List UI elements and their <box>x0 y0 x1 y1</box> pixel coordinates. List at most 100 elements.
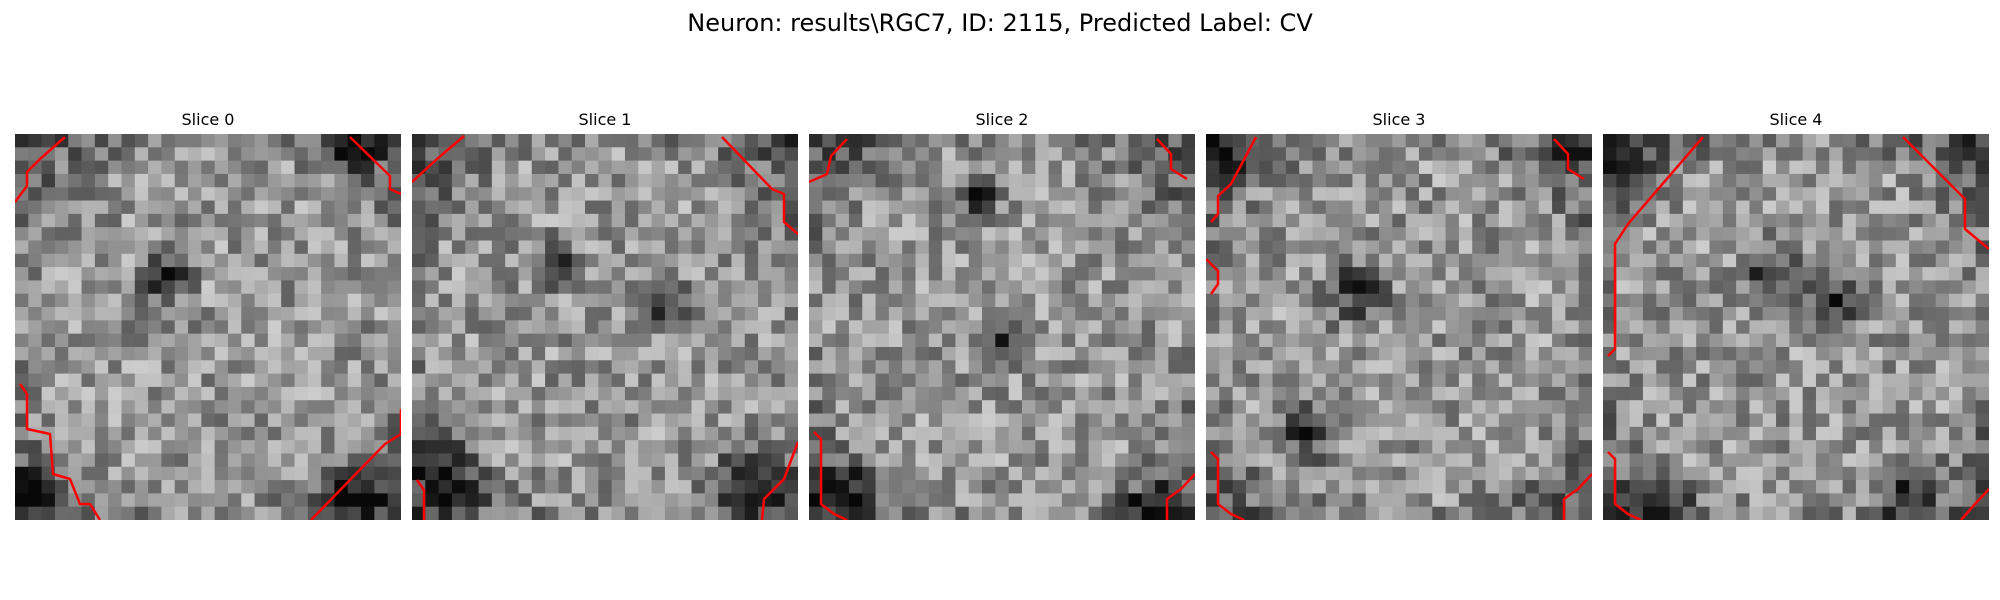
image-pixel <box>902 280 917 295</box>
image-pixel <box>241 227 256 242</box>
image-pixel <box>1285 240 1300 255</box>
image-pixel <box>438 320 453 335</box>
image-pixel <box>1935 147 1950 162</box>
image-pixel <box>995 400 1010 415</box>
image-pixel <box>201 253 216 268</box>
image-pixel <box>995 280 1010 295</box>
image-pixel <box>188 466 202 481</box>
image-pixel <box>1525 480 1540 494</box>
image-pixel <box>718 293 733 308</box>
image-pixel <box>1206 173 1220 188</box>
image-pixel <box>848 506 863 520</box>
image-pixel <box>241 466 256 481</box>
image-pixel <box>1682 360 1697 375</box>
image-pixel <box>1485 200 1500 215</box>
image-pixel <box>835 307 850 321</box>
image-pixel <box>1909 293 1924 308</box>
image-pixel <box>161 187 176 202</box>
image-pixel <box>1155 134 1169 148</box>
image-pixel <box>1285 213 1300 228</box>
image-pixel <box>888 320 903 335</box>
image-pixel <box>1299 426 1314 441</box>
image-pixel <box>995 426 1010 441</box>
image-pixel <box>822 320 837 335</box>
image-pixel <box>704 346 719 361</box>
image-pixel <box>321 134 336 148</box>
image-pixel <box>1485 333 1500 348</box>
image-pixel <box>412 346 426 361</box>
slice-panel: Slice 0 <box>15 108 401 520</box>
image-pixel <box>1445 267 1460 282</box>
image-pixel <box>1219 400 1234 415</box>
image-pixel <box>835 440 850 455</box>
slice-title: Slice 3 <box>1372 110 1426 129</box>
image-pixel <box>1285 253 1300 268</box>
image-pixel <box>1802 506 1817 520</box>
image-pixel <box>1312 147 1327 162</box>
image-pixel <box>982 360 996 375</box>
image-pixel <box>347 426 362 441</box>
image-pixel <box>1815 293 1830 308</box>
image-pixel <box>545 373 560 388</box>
image-pixel <box>942 267 957 282</box>
image-pixel <box>1869 426 1884 441</box>
image-pixel <box>1895 480 1910 494</box>
image-pixel <box>704 440 719 455</box>
image-pixel <box>1829 134 1844 148</box>
image-pixel <box>214 307 229 321</box>
image-pixel <box>174 506 189 520</box>
image-pixel <box>1365 267 1380 282</box>
image-pixel <box>1538 320 1553 335</box>
image-pixel <box>1565 200 1580 215</box>
image-pixel <box>1776 187 1790 202</box>
image-pixel <box>121 333 136 348</box>
image-pixel <box>81 227 96 242</box>
image-pixel <box>915 466 930 481</box>
image-pixel <box>1949 466 1963 481</box>
image-pixel <box>862 267 877 282</box>
image-pixel <box>1498 506 1513 520</box>
image-pixel <box>1578 346 1592 361</box>
image-pixel <box>267 480 282 494</box>
image-pixel <box>558 147 573 162</box>
image-pixel <box>134 386 149 401</box>
image-pixel <box>1749 173 1764 188</box>
image-pixel <box>1525 493 1540 508</box>
image-pixel <box>888 386 903 401</box>
slice-image <box>1206 134 1592 520</box>
image-pixel <box>425 173 440 188</box>
image-pixel <box>651 480 666 494</box>
image-pixel <box>585 187 599 202</box>
image-pixel <box>1219 240 1234 255</box>
image-pixel <box>1749 493 1764 508</box>
image-pixel <box>1115 386 1130 401</box>
image-pixel <box>1696 213 1711 228</box>
image-pixel <box>1855 280 1870 295</box>
image-pixel <box>505 360 520 375</box>
image-pixel <box>942 373 957 388</box>
image-pixel <box>1141 280 1156 295</box>
image-pixel <box>1141 453 1156 468</box>
image-pixel <box>254 134 269 148</box>
image-pixel <box>558 267 573 282</box>
image-pixel <box>1219 173 1234 188</box>
image-pixel <box>744 413 759 428</box>
image-pixel <box>691 493 706 508</box>
image-pixel <box>1829 160 1844 175</box>
image-pixel <box>188 213 202 228</box>
image-pixel <box>731 134 746 148</box>
image-pixel <box>1312 134 1327 148</box>
image-pixel <box>134 413 149 428</box>
image-pixel <box>691 200 706 215</box>
image-pixel <box>1061 200 1076 215</box>
image-pixel <box>1789 200 1804 215</box>
image-pixel <box>1616 373 1631 388</box>
image-pixel <box>1128 466 1143 481</box>
image-pixel <box>94 440 109 455</box>
image-pixel <box>691 253 706 268</box>
image-pixel <box>955 386 970 401</box>
image-pixel <box>478 267 493 282</box>
image-pixel <box>1181 426 1195 441</box>
image-pixel <box>995 173 1010 188</box>
image-pixel <box>1115 506 1130 520</box>
